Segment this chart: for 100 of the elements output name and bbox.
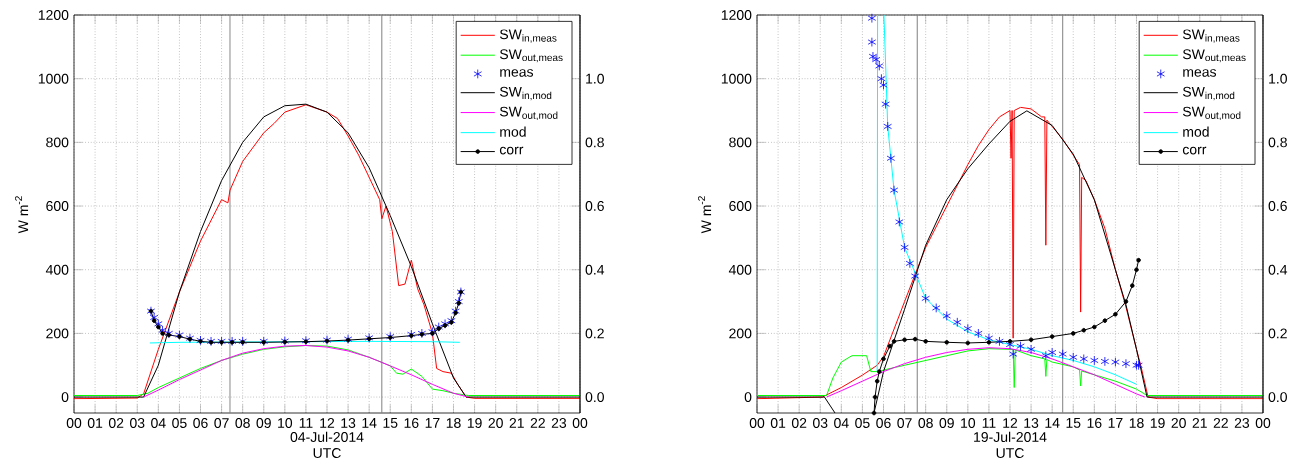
point — [217, 336, 226, 347]
y-tick-label: 200 — [46, 328, 69, 339]
point — [434, 322, 443, 332]
point — [447, 315, 456, 326]
point — [301, 335, 311, 346]
point — [872, 394, 878, 400]
point — [1123, 299, 1129, 304]
point — [417, 328, 427, 339]
y2-tick-label: 0.4 — [1268, 264, 1288, 275]
point — [1102, 318, 1108, 323]
x-tick-label: 13 — [341, 418, 356, 428]
legend-label: corr — [499, 146, 524, 155]
legend-label: mod — [1183, 126, 1209, 137]
point — [442, 323, 448, 328]
legend-label: SW$_{in,mod}$ — [1182, 86, 1235, 101]
x-tick-label: 00 — [66, 418, 82, 428]
x-tick-label: 11 — [299, 418, 313, 428]
point — [1041, 350, 1051, 361]
legend-label: meas — [500, 69, 534, 77]
point — [867, 37, 877, 47]
point — [428, 327, 437, 337]
x-tick-label: 17 — [1108, 418, 1123, 428]
x-tick-label: 07 — [897, 418, 912, 428]
x-tick-label: 20 — [488, 418, 503, 428]
point — [963, 323, 973, 334]
x-tick-label: 08 — [235, 418, 250, 428]
x-tick-label: 21 — [509, 418, 524, 428]
y2-tick-label: 1.0 — [1269, 73, 1287, 84]
y-tick-label: 1000 — [38, 73, 69, 84]
point — [1129, 283, 1135, 288]
point — [974, 328, 983, 339]
point — [1079, 354, 1088, 364]
legend-label: SW$_{out,meas}$ — [499, 49, 563, 63]
x-tick-label: 03 — [813, 418, 828, 428]
point — [387, 335, 393, 340]
x-tick-label: 01 — [770, 418, 786, 428]
point — [1069, 352, 1078, 363]
point — [1008, 349, 1018, 359]
legend-label: SW$_{out,meas}$ — [1182, 49, 1246, 63]
point — [196, 335, 205, 346]
y2-tick-label: 0.4 — [585, 264, 605, 275]
point — [453, 310, 458, 316]
point — [409, 333, 414, 338]
x-tick-label: 09 — [939, 418, 954, 428]
x-tick-label: 22 — [530, 418, 545, 428]
x-tick-label: 00 — [1255, 418, 1271, 428]
point — [883, 121, 892, 132]
x-tick-label: 15 — [1066, 418, 1081, 428]
x-tick-label: 07 — [214, 418, 229, 428]
point — [238, 336, 247, 347]
x-tick-label: 00 — [572, 418, 588, 428]
point — [942, 311, 951, 321]
y-tick-label: 600 — [729, 201, 752, 211]
y-tick-label: 800 — [729, 137, 752, 148]
y-tick-label: 800 — [46, 137, 69, 148]
point — [451, 306, 460, 316]
point — [430, 331, 435, 336]
point — [219, 340, 224, 345]
point — [456, 300, 462, 306]
x-tick-label: 02 — [108, 418, 124, 428]
legend-label: SW$_{out,mod}$ — [499, 106, 558, 121]
x-tick-label: 15 — [383, 418, 398, 428]
point — [921, 293, 930, 304]
x-tick-label: 10 — [278, 418, 293, 428]
point — [900, 242, 909, 253]
point — [240, 340, 245, 345]
point — [932, 303, 941, 313]
point — [881, 99, 890, 109]
point — [198, 339, 203, 344]
point — [867, 13, 877, 23]
point — [986, 340, 992, 345]
x-tick-label: 20 — [1171, 418, 1186, 428]
point — [303, 339, 309, 344]
point — [436, 326, 442, 331]
point — [887, 343, 893, 349]
x-tick-label: 17 — [425, 418, 440, 428]
point — [902, 337, 907, 343]
x-tick-label: 10 — [961, 418, 976, 428]
y2-tick-label: 0.2 — [585, 328, 604, 339]
point — [1007, 339, 1013, 344]
point — [449, 319, 454, 325]
legend-label: SW$_{in,meas}$ — [499, 29, 557, 43]
point — [1092, 324, 1097, 330]
point — [912, 336, 918, 342]
point — [419, 332, 425, 337]
legend-label: meas — [1183, 69, 1217, 77]
legend-label: SW$_{out,mod}$ — [1182, 106, 1241, 121]
x-tick-label: 23 — [551, 418, 567, 428]
y-tick-label: 400 — [728, 264, 752, 275]
point — [1136, 257, 1141, 263]
x-tick-label: 18 — [1129, 418, 1144, 428]
text: UTC — [996, 448, 1024, 458]
legend-label: SW$_{in,mod}$ — [499, 86, 552, 101]
x-tick-label: 04 — [151, 418, 166, 428]
legend-label: corr — [1182, 146, 1207, 155]
y-tick-label: 0 — [61, 392, 69, 403]
x-tick-label: 06 — [193, 418, 208, 428]
point — [227, 336, 237, 347]
y-axis-title: W m$^{-2}$ — [15, 196, 29, 234]
point — [889, 185, 899, 195]
